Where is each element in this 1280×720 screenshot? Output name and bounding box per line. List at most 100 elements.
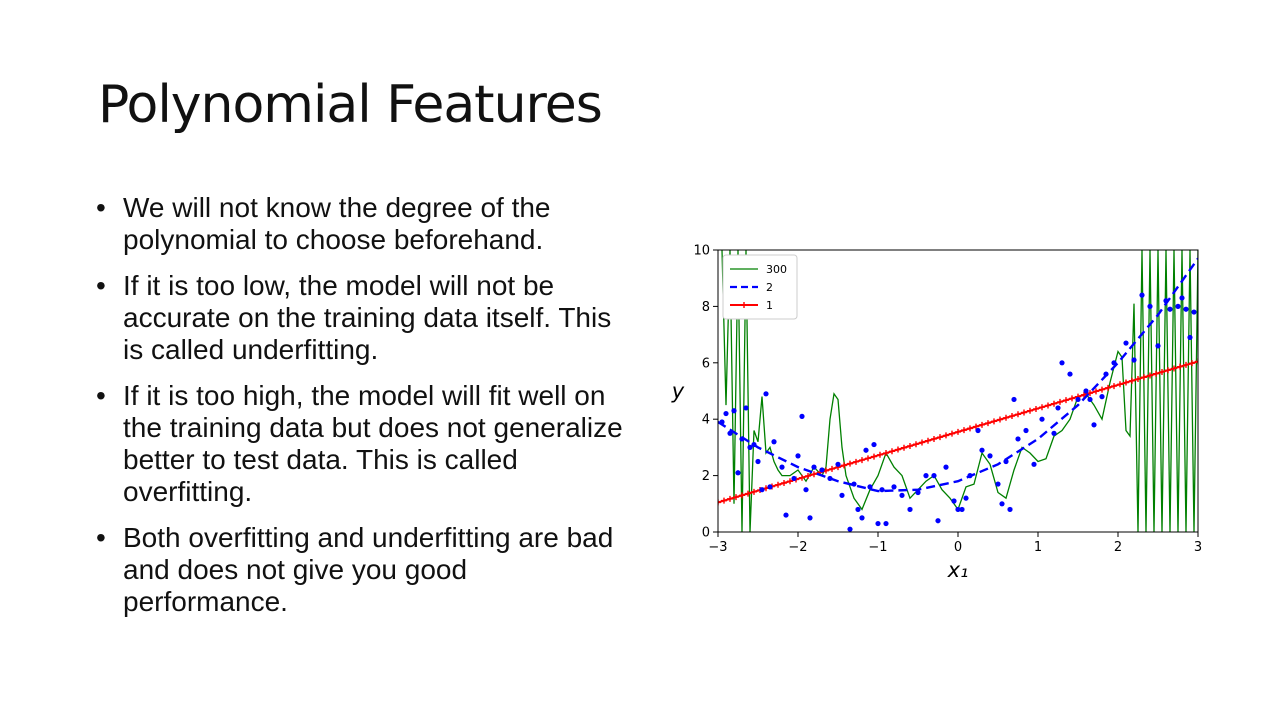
- series-1-marker: [1009, 413, 1015, 420]
- series-1-marker: [727, 495, 733, 502]
- data-point: [899, 492, 905, 498]
- data-point: [1167, 306, 1173, 312]
- series-1-marker: [751, 488, 757, 495]
- series-1-marker: [943, 432, 949, 439]
- data-point: [1075, 396, 1081, 403]
- data-point: [855, 506, 861, 513]
- data-point: [839, 492, 845, 498]
- series-1-marker: [877, 451, 883, 458]
- series-1-marker: [913, 441, 919, 448]
- data-point: [739, 436, 745, 442]
- chart-legend: 300 2 1: [722, 254, 798, 320]
- series-1-marker: [1081, 391, 1087, 398]
- series-1-marker: [1141, 374, 1147, 381]
- data-point: [1023, 427, 1029, 434]
- data-point: [955, 506, 961, 513]
- bullet-text: Both overfitting and underfitting are ba…: [123, 522, 614, 617]
- legend-marker: [741, 302, 747, 308]
- series-1-marker: [745, 490, 751, 497]
- series-1-marker: [1003, 414, 1009, 421]
- data-point: [1099, 394, 1105, 400]
- series-1-marker: [955, 428, 961, 435]
- data-point: [967, 473, 973, 479]
- series-1-marker: [1021, 409, 1027, 416]
- data-point: [963, 495, 969, 501]
- data-point: [819, 467, 825, 473]
- data-point: [959, 506, 965, 513]
- plot-area: [718, 250, 1198, 532]
- x-tick-label: 2: [1114, 540, 1122, 555]
- series-1-marker: [889, 448, 895, 455]
- data-point: [1083, 388, 1089, 394]
- data-point: [735, 470, 741, 476]
- y-tick-label: 4: [702, 413, 710, 428]
- series-1-marker: [1093, 388, 1099, 395]
- data-point: [1059, 360, 1065, 366]
- x-tick-label: −3: [708, 540, 727, 555]
- data-point: [1139, 292, 1145, 298]
- data-point: [755, 458, 761, 465]
- series-1-marker: [1045, 402, 1051, 409]
- data-point: [1147, 303, 1153, 309]
- data-point: [891, 484, 897, 490]
- data-point: [1051, 430, 1057, 436]
- data-point: [1111, 360, 1117, 366]
- series-1-marker: [847, 460, 853, 467]
- data-point: [767, 484, 773, 490]
- series-1-marker: [925, 437, 931, 444]
- x-tick-label: 0: [954, 540, 962, 555]
- x-axis-label: x₁: [947, 558, 969, 582]
- data-point: [1163, 298, 1169, 304]
- y-tick-label: 8: [702, 300, 710, 315]
- data-point: [799, 413, 805, 419]
- data-point: [779, 464, 785, 470]
- data-point: [867, 484, 873, 490]
- bullet-text: If it is too low, the model will not be …: [123, 270, 612, 365]
- series-1-marker: [1099, 386, 1105, 393]
- series-1-marker: [1033, 405, 1039, 412]
- series-1-marker: [1117, 381, 1123, 388]
- series-1-marker: [739, 492, 745, 499]
- data-point: [1131, 357, 1137, 363]
- series-1-marker: [733, 494, 739, 501]
- polynomial-fit-chart: −3 −2 −1 0 1 2 3 0 2 4 6 8 10 x₁ y 300 2 1: [671, 244, 1202, 583]
- data-point: [935, 518, 941, 524]
- data-point: [835, 461, 841, 467]
- data-point: [1003, 458, 1009, 465]
- series-1-marker: [1039, 404, 1045, 411]
- series-1-marker: [931, 435, 937, 442]
- data-point: [951, 498, 957, 504]
- y-tick-label: 0: [702, 526, 710, 541]
- data-point: [1011, 396, 1017, 403]
- series-1-marker: [907, 442, 913, 449]
- bullet-marker: •: [96, 522, 106, 553]
- series-1-marker: [1171, 365, 1177, 372]
- data-point: [719, 419, 725, 425]
- x-tick-label: 1: [1034, 540, 1042, 555]
- x-tick-label: 3: [1194, 540, 1202, 555]
- legend-box: [722, 254, 798, 320]
- data-point: [1155, 343, 1161, 349]
- series-1-marker: [1015, 411, 1021, 418]
- series-1-marker: [895, 446, 901, 453]
- data-point: [1015, 436, 1021, 442]
- y-tick-label: 6: [702, 356, 710, 371]
- data-point: [759, 487, 765, 493]
- data-point: [987, 453, 993, 459]
- data-point: [763, 391, 769, 397]
- data-point: [803, 487, 809, 493]
- bullet-marker: •: [96, 380, 106, 411]
- series-1-marker: [991, 418, 997, 425]
- series-1-marker: [781, 480, 787, 487]
- series-1-marker: [871, 453, 877, 460]
- data-point: [727, 430, 733, 436]
- y-tick-label: 10: [693, 244, 710, 259]
- data-point: [1123, 340, 1129, 346]
- series-1-marker: [997, 416, 1003, 423]
- series-1-marker: [1123, 379, 1129, 386]
- data-point: [907, 506, 913, 513]
- data-point: [791, 475, 797, 482]
- bullet-list: • We will not know the degree of the poly…: [96, 192, 636, 632]
- data-point: [975, 427, 981, 434]
- series-1-marker: [853, 458, 859, 465]
